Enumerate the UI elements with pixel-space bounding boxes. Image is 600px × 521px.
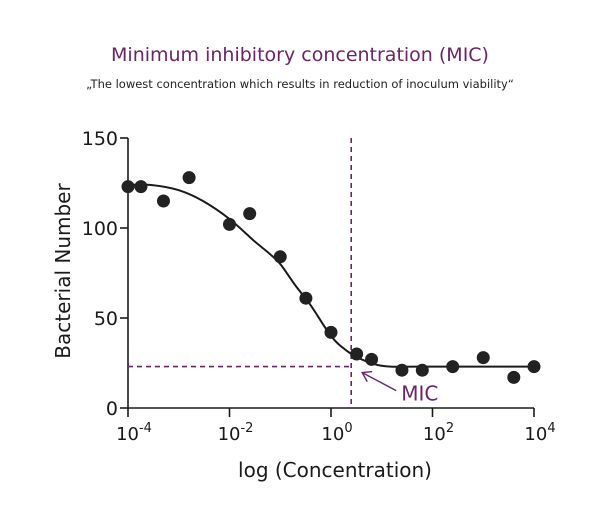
y-tick-label: 150 — [82, 128, 118, 150]
mic-arrow-head — [361, 370, 373, 382]
x-tick-label: 104 — [524, 421, 555, 445]
data-point — [134, 180, 148, 194]
data-point — [350, 347, 364, 361]
data-point — [365, 352, 379, 366]
data-point — [415, 363, 429, 377]
data-point — [395, 363, 409, 377]
y-tick-label: 100 — [82, 218, 118, 240]
data-point — [243, 207, 257, 221]
mic-label: MIC — [401, 382, 438, 406]
data-point — [299, 291, 313, 305]
x-tick-label: 102 — [423, 421, 454, 445]
data-point — [156, 194, 170, 208]
x-tick-label: 100 — [321, 421, 352, 445]
fit-curve — [127, 183, 534, 368]
data-point — [446, 360, 460, 374]
chart-title: Minimum inhibitory concentration (MIC) — [111, 44, 489, 66]
chart-subtitle: „The lowest concentration which results … — [86, 77, 514, 91]
y-axis-label: Bacterial Number — [51, 183, 75, 359]
data-point — [476, 351, 490, 365]
data-point — [527, 360, 541, 374]
data-point — [324, 325, 338, 339]
data-point — [223, 217, 236, 231]
x-tick-label: 10-2 — [218, 421, 254, 445]
data-point — [273, 250, 287, 264]
mic-arrow-line — [361, 371, 397, 392]
data-point — [182, 171, 196, 185]
data-point — [121, 180, 135, 194]
y-tick-label: 50 — [94, 308, 118, 330]
x-tick-label: 10-4 — [116, 421, 152, 445]
data-point — [507, 370, 521, 384]
x-axis-label: log (Concentration) — [238, 458, 432, 482]
y-tick-label: 0 — [106, 398, 118, 420]
